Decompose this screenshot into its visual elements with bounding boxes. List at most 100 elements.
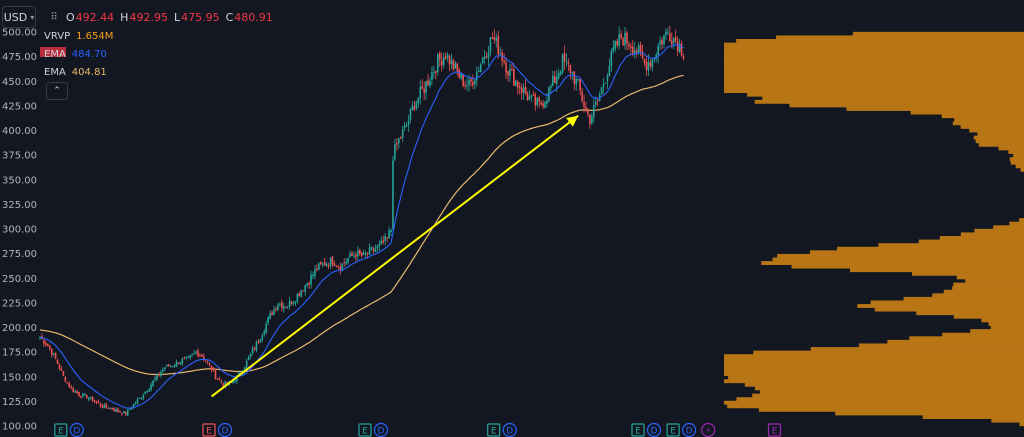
event-marker[interactable]: E [358,423,372,437]
candle [191,353,193,358]
event-marker[interactable]: E [487,423,501,437]
candle-body [165,364,168,366]
candle [472,74,474,89]
y-tick-label: 100.00 [2,422,37,433]
candle [160,369,162,378]
candle-body [150,384,152,390]
candle-body [499,53,501,55]
candle-body [366,253,369,255]
event-marker[interactable]: E [202,423,216,437]
event-marker[interactable]: E [631,423,645,437]
candle [600,86,603,95]
candle-body [292,302,295,304]
candle [329,256,332,269]
event-marker[interactable]: D [646,422,662,437]
collapse-legend-button[interactable]: ⌃ [46,82,68,100]
candle [97,399,100,404]
volume-profile-bar [939,236,1024,240]
currency-selector[interactable]: USD ▾ [2,6,36,28]
candle-body [263,331,266,335]
candle [99,402,102,408]
candle-body [546,100,548,104]
candle-body [277,304,279,311]
high-value: 492.95 [129,10,168,24]
candle [212,367,215,372]
candle [148,387,150,393]
y-tick-label: 500.00 [2,28,37,39]
ema-slow-line [39,74,684,376]
event-marker[interactable]: D [373,422,389,437]
candle [419,80,422,105]
legend-ema-fast[interactable]: EMA 484.70 [44,46,113,64]
candle-body [427,79,429,86]
event-marker[interactable]: ⚡ [701,422,716,437]
candle-body [142,395,145,398]
candle [444,52,447,60]
candle-body [80,396,82,398]
volume-profile-bar [878,243,1024,248]
event-marker[interactable]: D [217,422,233,437]
candle-body [398,138,400,144]
candle-body [220,381,223,383]
y-tick-label: 125.00 [2,397,37,408]
chart-header: USD ▾ ⠿ O 492.44 H 492.95 L 475.95 C 480… [0,6,273,28]
candle-body [503,60,505,63]
candle [581,87,583,104]
candle-body [290,301,293,305]
candle-body [347,258,349,263]
candle-body [382,240,384,243]
candle-body [542,103,544,107]
event-label: D [73,427,80,437]
candle-body [203,356,205,359]
event-marker[interactable]: D [69,422,84,437]
legend-ema-slow[interactable]: EMA 404.81 [44,64,113,82]
candle [587,108,589,118]
candle-body [257,341,260,343]
candle-body [635,50,638,53]
candle [481,56,484,64]
candle-body [275,308,277,310]
event-label: E [772,427,778,437]
candle [89,396,92,400]
volume-profile-bar [724,64,1024,68]
candle [167,363,170,367]
event-marker[interactable]: E [54,423,68,437]
candle-body [474,80,476,84]
candle [351,251,353,256]
candle-body [602,84,605,88]
volume-profile-bar [752,393,1024,398]
candle [115,407,117,413]
candle [281,299,283,312]
candle-body [247,357,250,360]
legend-vrvp[interactable]: VRVP 1.654M [44,28,113,46]
volume-profile-bar [836,246,1024,251]
volume-profile-bar [724,85,1024,90]
drag-handle-icon[interactable]: ⠿ [50,11,58,23]
candle-body [450,59,453,65]
volume-profile-bar [810,347,1024,351]
candle [573,71,576,91]
candle-body [345,261,347,264]
candle-body [300,290,303,297]
candle-body [573,71,576,84]
event-marker[interactable]: E [666,423,680,437]
volume-profile-bar [727,404,1024,409]
candle [643,58,646,67]
candle-body [74,391,76,393]
candle [78,391,80,398]
candle [331,256,334,268]
candle [347,257,349,265]
volume-profile-bar [981,318,1024,323]
candle [563,45,566,70]
event-marker[interactable]: E [767,423,782,437]
event-marker[interactable]: D [502,422,517,437]
candle [374,244,377,253]
candle [294,301,297,307]
volume-profile-bar [910,110,1024,115]
volume-profile-bar [724,361,1024,366]
candle-body [388,230,390,239]
candle [146,390,149,394]
volume-profile-bar [918,239,1024,244]
event-marker[interactable]: D [682,422,697,437]
